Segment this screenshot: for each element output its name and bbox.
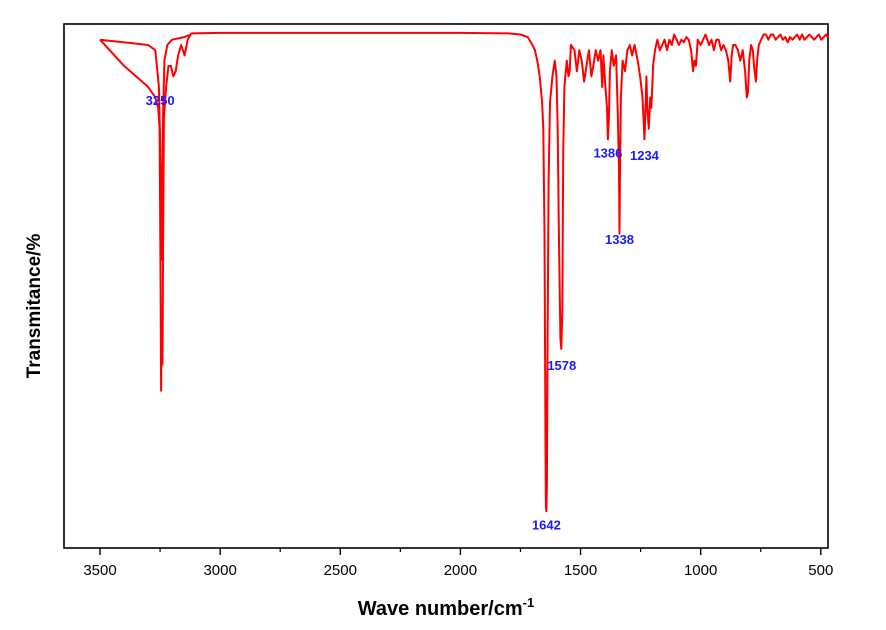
peak-label-1578: 1578: [547, 358, 576, 373]
peak-label-1642: 1642: [532, 518, 561, 533]
peak-annotations: 3250 1642 1578 1386 1234 1338: [146, 93, 660, 532]
x-tick-label: 2500: [324, 562, 357, 579]
plot-frame: [63, 23, 829, 549]
spectrum-line-1: [99, 31, 829, 513]
peak-label-1338: 1338: [605, 232, 634, 247]
x-axis-title: Wave number/cm-1: [358, 595, 534, 620]
peak-label-3250: 3250: [146, 93, 175, 108]
spectrum-line-2: [99, 33, 192, 261]
x-tick-label: 3500: [83, 562, 116, 579]
spectrum-series: [99, 31, 829, 513]
x-tick-label: 1500: [564, 562, 597, 579]
y-axis-title: Transmitance/%: [24, 234, 45, 379]
x-axis-ticks: [99, 548, 822, 555]
x-axis-tick-labels: 3500 3000 2500 2000 1500 1000 500: [83, 562, 833, 579]
peak-label-1234: 1234: [630, 148, 660, 163]
x-tick-label: 2000: [444, 562, 477, 579]
x-tick-label: 1000: [684, 562, 717, 579]
x-tick-label: 3000: [203, 562, 236, 579]
peak-label-1386: 1386: [593, 146, 622, 161]
x-tick-label: 500: [808, 562, 833, 579]
